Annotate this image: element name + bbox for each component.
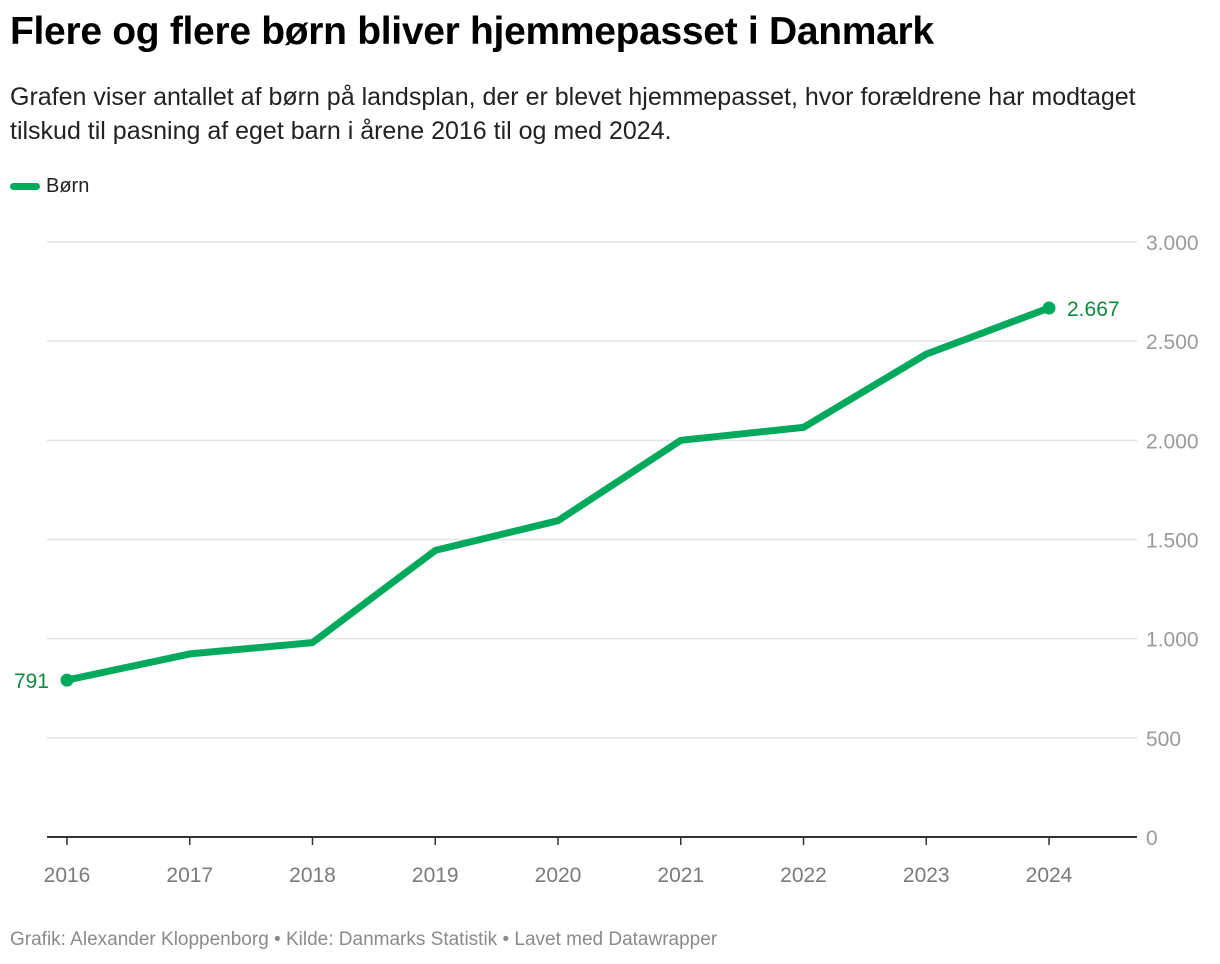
x-tick-label: 2023 (903, 864, 950, 887)
y-tick-label: 3.000 (1146, 232, 1199, 255)
chart-title: Flere og flere børn bliver hjemmepasset … (10, 10, 934, 53)
x-tick-label: 2016 (44, 864, 91, 887)
x-tick-label: 2020 (535, 864, 582, 887)
data-point (60, 673, 74, 687)
footer-credits: Grafik: Alexander Kloppenborg • Kilde: D… (10, 929, 718, 950)
y-tick-label: 500 (1146, 728, 1181, 751)
x-tick-label: 2018 (289, 864, 336, 887)
legend-label: Børn (46, 175, 90, 197)
x-tick-label: 2019 (412, 864, 459, 887)
data-label: 2.667 (1067, 298, 1120, 321)
chart-subtitle: Grafen viser antallet af børn på landspl… (10, 83, 1136, 145)
x-tick-label: 2024 (1026, 864, 1073, 887)
y-tick-label: 1.000 (1146, 629, 1199, 652)
data-point (1042, 301, 1056, 315)
x-tick-label: 2017 (166, 864, 213, 887)
grid-lines (47, 241, 1137, 739)
y-axis-ticks: 0 500 1.000 1.500 2.000 2.500 3.000 (1146, 232, 1199, 850)
y-tick-label: 0 (1146, 827, 1158, 850)
data-labels: 791 2.667 (14, 298, 1120, 693)
x-tick-label: 2022 (780, 864, 827, 887)
legend-swatch (10, 183, 40, 190)
y-tick-label: 2.500 (1146, 331, 1199, 354)
series-layer (60, 301, 1056, 687)
legend: Børn (10, 175, 89, 198)
x-axis-ticks: 2016 2017 2018 2019 2020 2021 2022 2023 2024 (44, 837, 1073, 887)
series-line-born (63, 304, 1053, 684)
y-tick-label: 2.000 (1146, 430, 1199, 453)
y-tick-label: 1.500 (1146, 530, 1199, 553)
x-tick-label: 2021 (657, 864, 704, 887)
data-label: 791 (14, 670, 49, 693)
